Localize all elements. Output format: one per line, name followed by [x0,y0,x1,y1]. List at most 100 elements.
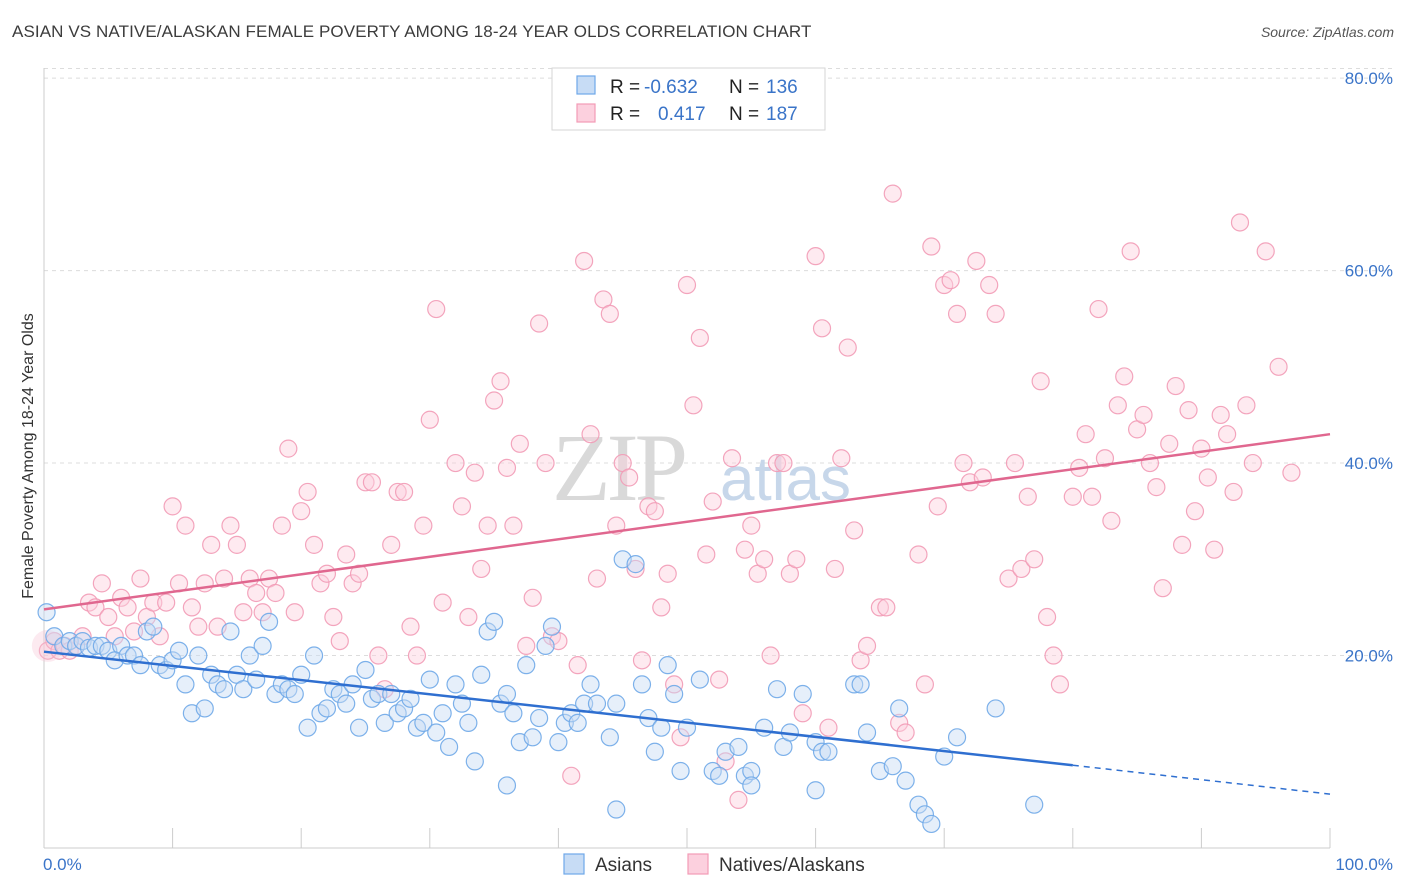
native-point [118,598,137,617]
asian-point [819,742,838,761]
native-point [446,453,465,473]
asian-point [433,704,452,723]
native-point [1102,511,1121,530]
native-point [176,516,195,535]
native-point [812,319,832,338]
asian-point [665,684,684,704]
asian-point [645,742,664,761]
native-point [247,583,266,603]
asian-point [922,814,941,834]
legend-r-label-natives: R = [610,104,640,125]
x-tick-label-max: 100.0% [1335,855,1393,874]
native-point [896,723,915,742]
native-point [298,482,317,502]
native-point [1205,540,1224,559]
asian-point [549,733,568,752]
native-point [131,569,150,588]
native-point [1147,478,1166,497]
legend-bottom: Asians Natives/Alaskans [563,853,865,876]
asian-point [1025,795,1044,814]
native-point [922,237,941,256]
native-point [182,598,201,617]
asian-point [658,656,677,675]
asian-point [298,718,317,737]
native-point [1005,453,1025,473]
native-point [1082,487,1102,506]
y-tick-label: 60.0% [1345,262,1393,281]
native-point [1095,449,1115,468]
native-point [465,463,484,482]
y-tick-label: 80.0% [1345,69,1393,88]
native-point [697,545,716,564]
asian-point [767,680,787,699]
asian-point [214,680,234,699]
native-point [478,516,497,535]
asian-point [221,622,240,641]
legend-swatch-natives [576,103,596,123]
native-point [1179,401,1198,420]
asian-point [755,718,774,737]
asian-point [729,737,748,757]
native-point [870,598,890,617]
asian-point [626,555,645,574]
native-point [1160,434,1179,453]
asian-point [504,704,523,723]
native-point [954,453,973,473]
legend-r-value-asians: -0.632 [644,77,698,98]
native-point [600,304,619,323]
native-point [980,275,999,295]
native-point [1153,579,1172,598]
native-point [330,631,349,651]
native-point [1218,425,1237,444]
native-point [1166,376,1185,396]
native-point [806,247,825,266]
asian-point [517,656,536,675]
legend-n-value-natives: 187 [766,104,798,125]
native-point [227,535,246,554]
asian-point [497,684,517,704]
asian-point [478,622,497,641]
native-point [690,328,709,348]
native-point [838,338,857,357]
asian-point [465,752,484,771]
native-point [523,588,542,607]
native-point [620,468,639,487]
native-point [92,574,111,593]
asian-point [607,694,626,713]
native-point [311,574,330,593]
asian-point [555,713,574,732]
native-point [234,603,253,622]
y-tick-labels: 20.0% 40.0% 60.0% 80.0% [1345,69,1393,665]
native-point [266,583,285,603]
native-point [1044,646,1063,665]
asian-point [536,636,555,656]
asian-point [947,728,967,747]
asians-trend-extension [1072,764,1331,795]
native-point [1115,367,1134,386]
native-point [382,535,401,554]
x-tick-label-min: 0.0% [43,855,82,874]
asian-point [530,708,549,728]
native-point [626,559,645,579]
native-point [388,482,407,502]
asian-point [259,612,279,631]
x-ticks [172,828,1331,848]
asian-point [144,617,163,636]
legend-r-value-natives: 0.417 [658,104,706,125]
native-point [124,622,144,641]
native-point [485,391,504,410]
asian-point [883,757,902,776]
native-point [504,516,523,535]
native-point [1134,405,1153,425]
native-point [819,718,838,737]
native-point [45,631,64,651]
native-point [1256,242,1275,261]
asian-point [845,675,864,694]
native-point [394,482,414,502]
asian-point [394,699,414,718]
legend-n-value-asians: 136 [766,77,798,98]
native-point [1230,213,1250,232]
native-point [967,251,986,271]
legend-n-label-asians: N = [729,77,759,98]
asian-point [337,694,356,713]
